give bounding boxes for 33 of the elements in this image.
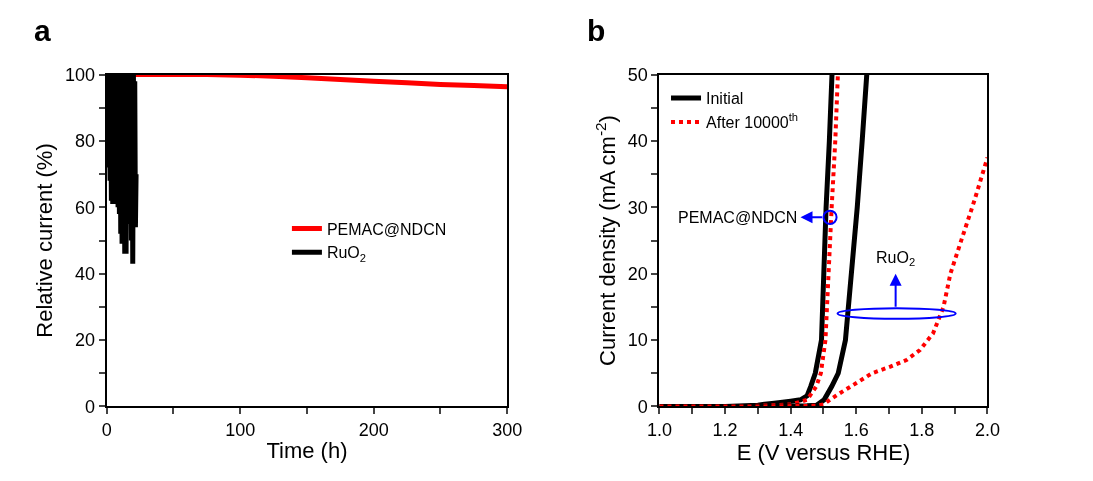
x-tick-label: 1.2: [712, 420, 738, 441]
x-tick-label: 0: [101, 420, 112, 441]
y-tick-label: 60: [75, 197, 96, 218]
x-tick-label: 1.6: [843, 420, 869, 441]
chart-title: a: [34, 14, 51, 47]
legend-label: PEMAC@NDCN: [326, 220, 447, 238]
x-tick-label: 200: [358, 420, 389, 441]
x-tick-label: 1.8: [909, 420, 935, 441]
chart-title: b: [587, 14, 606, 47]
x-axis-title: E (V versus RHE): [736, 440, 911, 466]
y-tick-label: 80: [75, 131, 96, 152]
y-tick-label: 0: [637, 396, 648, 417]
x-tick-label: 100: [225, 420, 256, 441]
legend-label: Initial: [706, 90, 744, 108]
annotation: RuO$_{2}$: [876, 249, 916, 269]
y-tick-label: 50: [627, 64, 648, 85]
annotation: PEMAC@NDCN: [678, 209, 798, 226]
x-tick-label: 300: [492, 420, 523, 441]
y-tick-label: 100: [65, 64, 96, 85]
x-tick-label: 2.0: [974, 420, 1000, 441]
y-tick-label: 20: [627, 263, 648, 284]
y-tick-label: 40: [627, 131, 648, 152]
y-tick-label: 40: [75, 263, 96, 284]
y-axis-title: Relative current (%): [32, 143, 58, 338]
x-tick-label: 1.4: [778, 420, 804, 441]
y-tick-label: 0: [85, 396, 96, 417]
x-tick-label: 1.0: [646, 420, 672, 441]
y-tick-label: 30: [627, 197, 648, 218]
x-axis-title: Time (h): [266, 438, 348, 464]
legend-label: After 10000$^{th}$: [706, 111, 799, 132]
y-tick-label: 20: [75, 330, 96, 351]
y-tick-label: 10: [627, 330, 648, 351]
legend-label: RuO$_{2}$: [326, 244, 367, 264]
